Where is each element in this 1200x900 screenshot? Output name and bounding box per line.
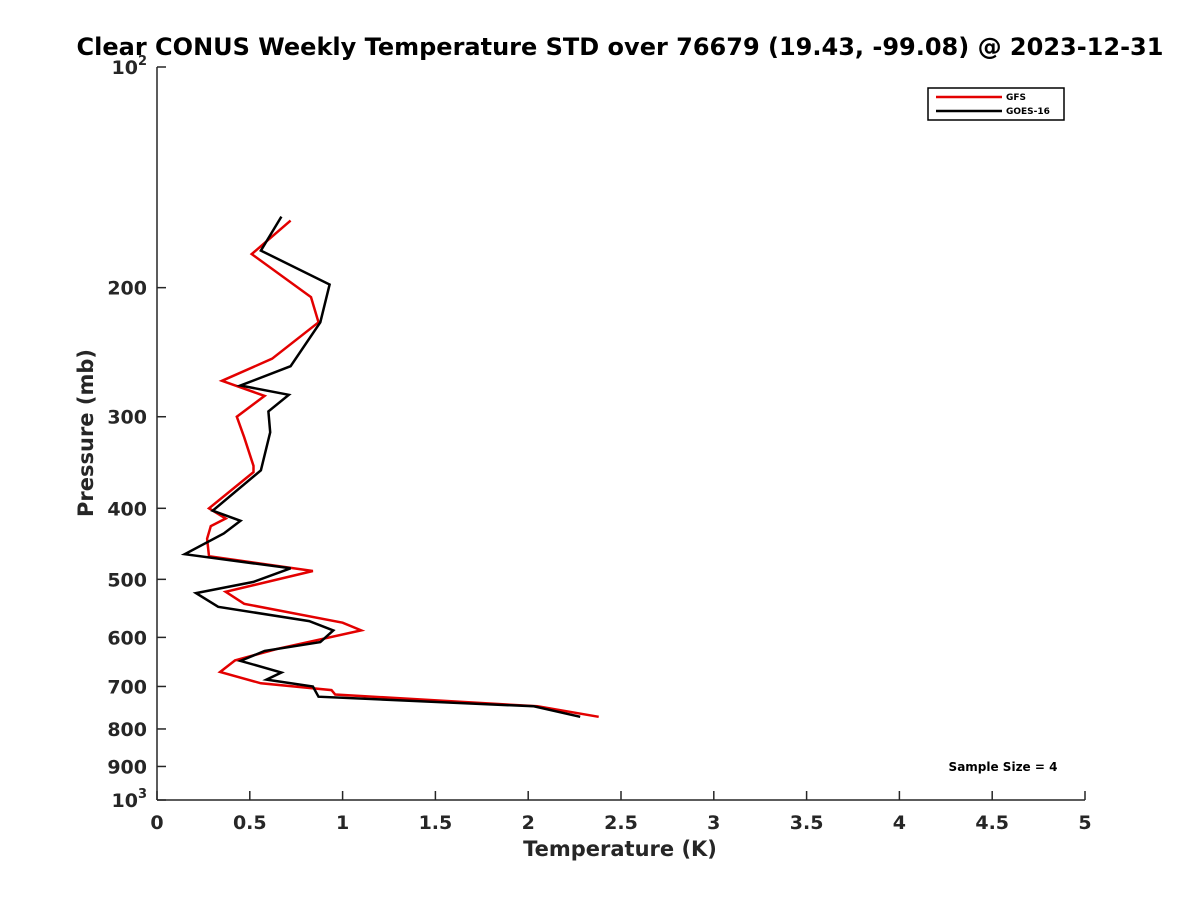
y-tick-exponent: 2 bbox=[138, 54, 147, 69]
y-tick-exponent: 3 bbox=[138, 787, 147, 802]
series-line-gfs bbox=[205, 219, 599, 719]
legend-box bbox=[927, 87, 1065, 121]
x-tick-label: 1.5 bbox=[419, 812, 453, 834]
x-tick-label: 3 bbox=[707, 812, 720, 834]
x-tick-label: 3.5 bbox=[790, 812, 824, 834]
y-tick-base: 10 bbox=[112, 790, 138, 812]
y-tick-label: 700 bbox=[107, 676, 147, 698]
x-tick-label: 4 bbox=[893, 812, 906, 834]
y-tick-base: 10 bbox=[112, 57, 138, 79]
y-tick-label: 900 bbox=[107, 756, 147, 778]
y-axis-label: Pressure (mb) bbox=[74, 349, 98, 517]
y-tick-label: 600 bbox=[107, 627, 147, 649]
y-tick-label: 800 bbox=[107, 719, 147, 741]
y-tick-label: 200 bbox=[107, 278, 147, 300]
x-tick-label: 2.5 bbox=[604, 812, 638, 834]
y-tick-label: 400 bbox=[107, 498, 147, 520]
y-tick-label: 103 bbox=[112, 787, 148, 812]
x-axis-label: Temperature (K) bbox=[523, 837, 717, 861]
legend-label: GOES-16 bbox=[1006, 107, 1050, 117]
chart-title: Clear CONUS Weekly Temperature STD over … bbox=[77, 33, 1164, 61]
x-tick-label: 1 bbox=[336, 812, 349, 834]
plot-area: 0 0.5 1 1.5 2 2.5 3 3.5 4 4.5 51022003004005006007… bbox=[107, 54, 1091, 834]
legend: GFS GOES-16 bbox=[927, 87, 1065, 121]
y-tick-label: 102 bbox=[112, 54, 148, 79]
x-tick-label: 4.5 bbox=[975, 812, 1009, 834]
x-tick-label: 2 bbox=[522, 812, 535, 834]
x-tick-label: 0.5 bbox=[233, 812, 267, 834]
x-tick-label: 0 bbox=[150, 812, 163, 834]
y-tick-label: 300 bbox=[107, 407, 147, 429]
x-tick-label: 5 bbox=[1078, 812, 1091, 834]
series-line-goes-16 bbox=[180, 215, 581, 719]
legend-label: GFS bbox=[1006, 93, 1026, 103]
y-tick-label: 500 bbox=[107, 569, 147, 591]
sample-size-annotation: Sample Size = 4 bbox=[949, 760, 1058, 774]
